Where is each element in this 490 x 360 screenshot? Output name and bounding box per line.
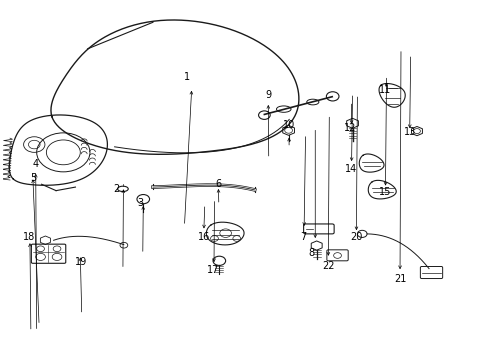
Text: 13: 13 xyxy=(404,127,416,137)
Text: 19: 19 xyxy=(75,257,87,267)
Text: 17: 17 xyxy=(207,265,220,275)
Text: 22: 22 xyxy=(322,261,335,271)
Text: 12: 12 xyxy=(344,122,357,132)
Text: 4: 4 xyxy=(33,159,39,169)
Text: 1: 1 xyxy=(184,72,190,82)
Text: 3: 3 xyxy=(138,198,144,208)
Text: 6: 6 xyxy=(215,179,221,189)
Text: 10: 10 xyxy=(282,120,294,130)
Text: 20: 20 xyxy=(350,232,363,242)
Text: 8: 8 xyxy=(309,248,315,258)
Text: 21: 21 xyxy=(394,274,406,284)
Text: 5: 5 xyxy=(30,173,36,183)
Text: 16: 16 xyxy=(197,232,210,242)
Text: 11: 11 xyxy=(379,85,392,95)
Text: 18: 18 xyxy=(24,232,36,242)
Text: 14: 14 xyxy=(345,165,358,174)
Text: 9: 9 xyxy=(265,90,271,100)
Text: 7: 7 xyxy=(300,232,306,242)
Text: 2: 2 xyxy=(114,184,120,194)
Text: 15: 15 xyxy=(379,188,392,197)
